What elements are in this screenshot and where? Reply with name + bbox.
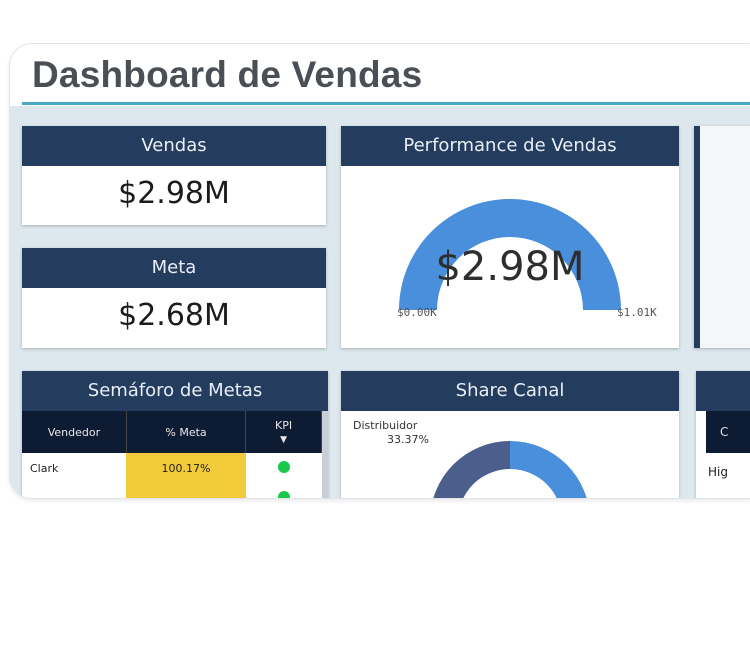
status-dot-icon bbox=[277, 490, 290, 498]
performance-card-header: Performance de Vendas bbox=[341, 126, 679, 166]
gauge-min-label: $0.00K bbox=[397, 306, 437, 319]
meta-card[interactable]: Meta $2.68M bbox=[22, 248, 326, 348]
vendas-card[interactable]: Vendas $2.98M bbox=[22, 126, 326, 225]
table-row-partial[interactable] bbox=[22, 483, 322, 498]
share-canal-header: Share Canal bbox=[341, 371, 679, 411]
status-dot-icon bbox=[277, 460, 290, 473]
title-bar: Dashboard de Vendas bbox=[10, 44, 750, 106]
gauge-fill bbox=[399, 199, 621, 310]
share-canal-card[interactable]: Share Canal Distribuidor 33.37% bbox=[341, 371, 679, 498]
sort-down-icon: ▼ bbox=[280, 435, 288, 445]
page-title: Dashboard de Vendas bbox=[32, 54, 423, 95]
semaforo-card[interactable]: Semáforo de Metas Vendedor % Meta KPI ▼ … bbox=[22, 371, 328, 498]
partial-bottom-header bbox=[696, 371, 750, 411]
title-underline bbox=[22, 102, 750, 105]
partial-table-row: Hig bbox=[708, 465, 728, 479]
partial-bottom-card: C Hig bbox=[696, 371, 750, 498]
cell-vendedor-partial bbox=[22, 483, 126, 498]
table-row[interactable]: Clark 100.17% bbox=[22, 453, 322, 483]
cell-kpi-partial bbox=[246, 483, 322, 498]
cell-meta-pct-partial bbox=[126, 483, 246, 498]
donut-segment-primary bbox=[510, 441, 587, 498]
dashboard-frame: Dashboard de Vendas Vendas $2.98M Meta $… bbox=[10, 44, 750, 498]
donut-label-name: Distribuidor bbox=[353, 419, 418, 432]
vendas-value: $2.98M bbox=[118, 176, 230, 211]
cell-vendedor: Clark bbox=[30, 461, 59, 475]
cell-meta-pct: 100.17% bbox=[126, 453, 246, 483]
semaforo-header-row: Vendedor % Meta KPI ▼ bbox=[22, 411, 322, 453]
col-meta-pct[interactable]: % Meta bbox=[126, 411, 247, 453]
vendas-card-header: Vendas bbox=[22, 126, 326, 166]
col-vendedor[interactable]: Vendedor bbox=[22, 411, 127, 453]
performance-card[interactable]: Performance de Vendas $2.98M $0.00K $1.0… bbox=[341, 126, 679, 348]
table-scrollbar[interactable] bbox=[322, 411, 328, 498]
col-kpi[interactable]: KPI ▼ bbox=[245, 411, 322, 453]
semaforo-table: Vendedor % Meta KPI ▼ Clark 100.17% bbox=[22, 411, 322, 498]
gauge-value: $2.98M bbox=[435, 244, 585, 290]
performance-gauge bbox=[399, 199, 621, 310]
partial-table-header: C bbox=[706, 411, 750, 453]
partial-top-card-edge bbox=[694, 126, 700, 348]
donut-segment-secondary bbox=[433, 441, 510, 498]
gauge-max-label: $1.01K bbox=[617, 306, 657, 319]
donut-label-percent: 33.37% bbox=[387, 433, 429, 446]
partial-top-card bbox=[694, 126, 750, 348]
meta-card-header: Meta bbox=[22, 248, 326, 288]
share-canal-donut bbox=[433, 441, 587, 498]
semaforo-card-header: Semáforo de Metas bbox=[22, 371, 328, 411]
col-kpi-label: KPI bbox=[275, 419, 293, 432]
cell-kpi bbox=[246, 453, 322, 483]
meta-value: $2.68M bbox=[118, 298, 230, 333]
